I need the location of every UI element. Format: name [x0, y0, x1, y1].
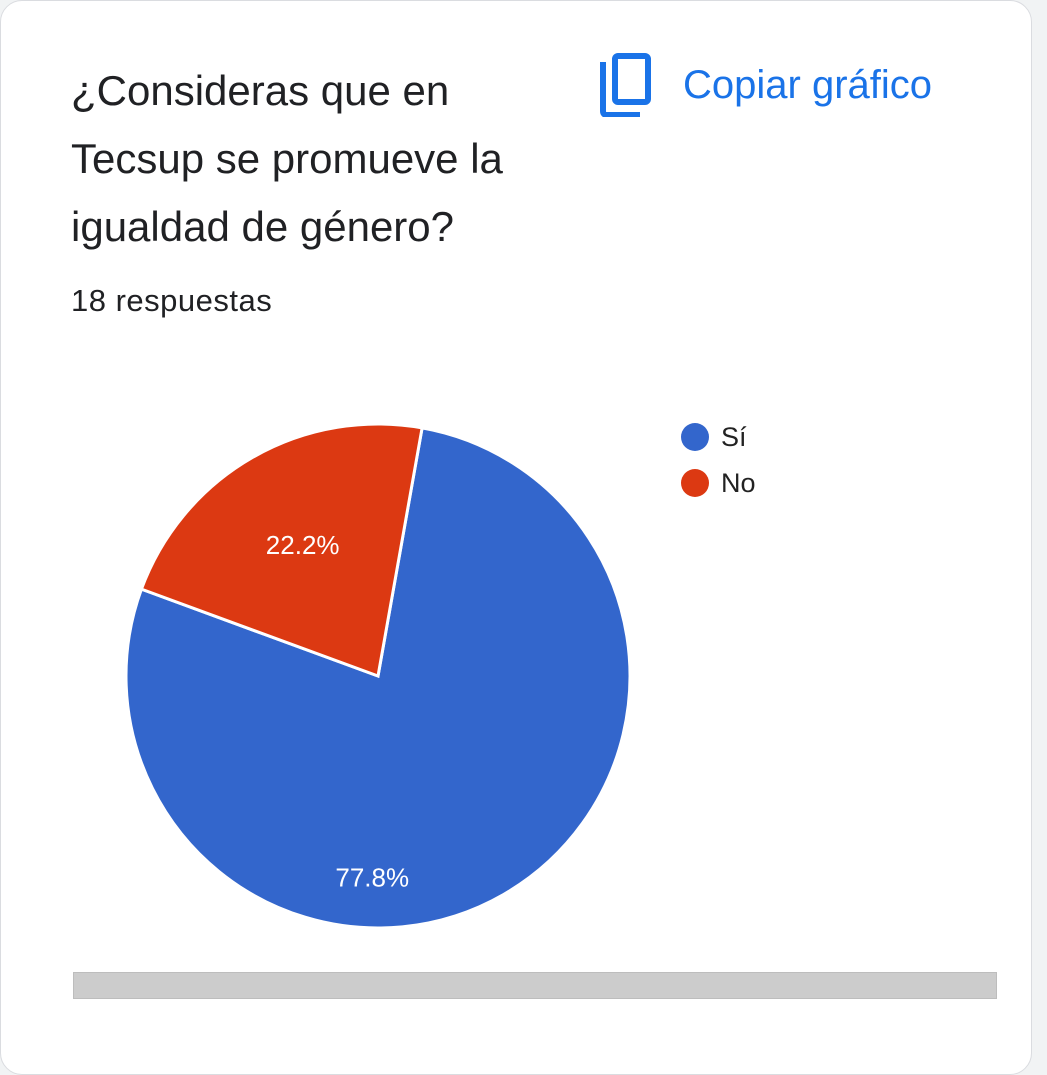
copy-icon [600, 53, 651, 117]
pie-chart: 77.8% 22.2% Sí No [86, 384, 756, 951]
pie-slice-label: 77.8% [335, 863, 409, 893]
pie-slices [86, 384, 670, 951]
legend-marker [681, 423, 709, 451]
response-count: 18 respuestas [71, 283, 273, 318]
copy-chart-button[interactable]: Copiar gráfico [597, 53, 932, 117]
legend: Sí No [681, 422, 756, 498]
legend-label: No [721, 468, 756, 498]
horizontal-scrollbar[interactable] [73, 972, 997, 999]
question-title: ¿Consideras que en Tecsup se promueve la… [71, 67, 503, 250]
pie-slice-si[interactable] [86, 384, 670, 951]
pie-slice-label: 22.2% [266, 530, 340, 560]
copy-chart-label: Copiar gráfico [683, 63, 933, 107]
pie-labels: 77.8% 22.2% [266, 530, 409, 893]
pie-slice-no[interactable] [134, 384, 424, 679]
legend-marker [681, 469, 709, 497]
legend-label: Sí [721, 422, 747, 452]
